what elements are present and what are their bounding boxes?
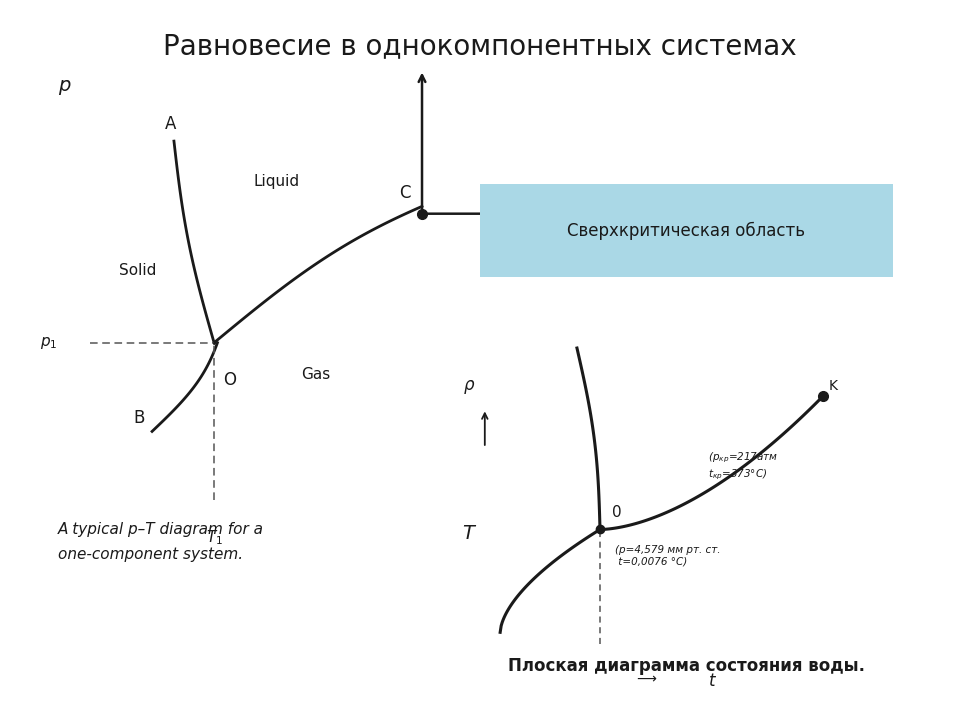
Text: C: C bbox=[399, 184, 411, 202]
Text: Solid: Solid bbox=[119, 263, 156, 278]
Text: $\rho$: $\rho$ bbox=[464, 379, 475, 397]
Text: A: A bbox=[164, 115, 176, 133]
Text: Равновесие в однокомпонентных системах: Равновесие в однокомпонентных системах bbox=[163, 32, 797, 60]
Text: $T_1$: $T_1$ bbox=[205, 528, 223, 547]
Text: one-component system.: one-component system. bbox=[58, 547, 243, 562]
Text: O: O bbox=[223, 371, 236, 389]
Text: $t$: $t$ bbox=[708, 672, 716, 690]
Text: (p=4,579 мм рт. ст.
 t=0,0076 °C): (p=4,579 мм рт. ст. t=0,0076 °C) bbox=[615, 544, 721, 566]
Text: Плоская диаграмма состояния воды.: Плоская диаграмма состояния воды. bbox=[508, 657, 865, 675]
Text: K: K bbox=[828, 379, 837, 393]
Text: $p_1$: $p_1$ bbox=[39, 335, 58, 351]
Text: Liquid: Liquid bbox=[253, 174, 300, 189]
Text: A typical p–T diagram for a: A typical p–T diagram for a bbox=[58, 522, 264, 537]
Text: (p$_{кр}$=217атм
t$_{кр}$=373°C): (p$_{кр}$=217атм t$_{кр}$=373°C) bbox=[708, 451, 778, 482]
Text: Gas: Gas bbox=[301, 367, 331, 382]
Text: $p$: $p$ bbox=[58, 78, 71, 96]
Text: Сверхкритическая область: Сверхкритическая область bbox=[567, 221, 805, 240]
Text: $\longrightarrow$: $\longrightarrow$ bbox=[635, 672, 658, 685]
Text: B: B bbox=[133, 410, 145, 428]
Text: $T$: $T$ bbox=[462, 524, 477, 543]
Text: 0: 0 bbox=[612, 505, 621, 521]
